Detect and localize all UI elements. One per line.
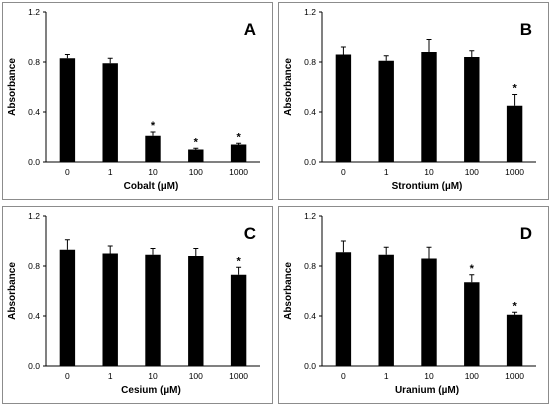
panel-letter: C <box>244 224 256 243</box>
x-axis-label: Cesium (µM) <box>121 385 181 396</box>
significance-marker: * <box>236 131 241 143</box>
x-axis-label: Cobalt (µM) <box>124 181 179 192</box>
panel-letter: A <box>244 20 256 39</box>
y-axis-label: Absorbance <box>283 58 294 116</box>
bar <box>230 144 247 162</box>
y-tick-label: 0.0 <box>304 361 316 371</box>
x-tick-label: 1 <box>384 167 389 177</box>
x-tick-label: 1000 <box>229 167 248 177</box>
y-tick-label: 0.8 <box>304 261 316 271</box>
y-axis-label: Absorbance <box>283 262 294 320</box>
x-tick-label: 100 <box>465 371 479 381</box>
bar <box>145 135 161 162</box>
bar <box>230 274 247 366</box>
bar <box>188 149 204 162</box>
bar <box>59 58 76 162</box>
x-axis-label: Uranium (µM) <box>395 385 459 396</box>
x-tick-label: 1 <box>108 371 113 381</box>
y-tick-label: 0.0 <box>304 157 316 167</box>
significance-marker: * <box>194 136 199 148</box>
x-axis-label: Strontium (µM) <box>392 181 463 192</box>
chart-panel-a: 0.0 0.4 0.8 1.2 0 1 * 10 * 100 * 1000 Cobalt (µM) Abs… <box>2 2 273 200</box>
chart-panel-c: 0.0 0.4 0.8 1.2 0 1 10 100 * 1000 Cesium (µM) Absor… <box>2 206 273 404</box>
panel-frame <box>278 206 549 404</box>
x-tick-label: 0 <box>341 371 346 381</box>
y-tick-label: 1.2 <box>28 7 40 17</box>
panel-frame <box>2 2 273 200</box>
x-tick-label: 100 <box>465 167 479 177</box>
bar <box>421 52 437 162</box>
y-axis-label: Absorbance <box>7 262 18 320</box>
bar <box>188 256 204 366</box>
bar <box>506 314 523 366</box>
x-tick-label: 100 <box>189 167 203 177</box>
x-tick-label: 1000 <box>505 371 524 381</box>
bar <box>59 249 76 366</box>
bar <box>102 63 118 162</box>
bar <box>464 282 480 366</box>
bar <box>506 105 523 162</box>
bar <box>335 252 352 366</box>
significance-marker: * <box>512 300 517 312</box>
x-tick-label: 10 <box>424 167 434 177</box>
significance-marker: * <box>470 263 475 275</box>
x-tick-label: 100 <box>189 371 203 381</box>
significance-marker: * <box>236 255 241 267</box>
bar <box>378 60 394 162</box>
y-tick-label: 0.8 <box>28 261 40 271</box>
x-tick-label: 0 <box>341 167 346 177</box>
chart-panel-b: 0.0 0.4 0.8 1.2 0 1 10 100 * 1000 Strontium (µM) Ab… <box>278 2 549 200</box>
panel-frame <box>2 206 273 404</box>
y-tick-label: 0.0 <box>28 361 40 371</box>
bar <box>145 254 161 366</box>
y-tick-label: 0.4 <box>304 311 316 321</box>
y-tick-label: 0.4 <box>28 107 40 117</box>
x-tick-label: 10 <box>424 371 434 381</box>
bar <box>378 254 394 366</box>
x-tick-label: 1 <box>108 167 113 177</box>
x-tick-label: 0 <box>65 371 70 381</box>
bar <box>335 54 352 162</box>
panel-letter: D <box>520 224 532 243</box>
y-axis-label: Absorbance <box>7 58 18 116</box>
panel-frame <box>278 2 549 200</box>
significance-marker: * <box>512 83 517 95</box>
x-tick-label: 10 <box>148 371 158 381</box>
y-tick-label: 1.2 <box>28 211 40 221</box>
chart-panel-d: 0.0 0.4 0.8 1.2 0 1 10 * 100 * 1000 Uranium (µM) Abs… <box>278 206 549 404</box>
y-tick-label: 0.0 <box>28 157 40 167</box>
panel-letter: B <box>520 20 532 39</box>
y-tick-label: 0.8 <box>304 57 316 67</box>
y-tick-label: 0.4 <box>304 107 316 117</box>
y-tick-label: 1.2 <box>304 7 316 17</box>
bar <box>464 57 480 162</box>
x-tick-label: 1 <box>384 371 389 381</box>
y-tick-label: 0.4 <box>28 311 40 321</box>
x-tick-label: 10 <box>148 167 158 177</box>
bar <box>421 258 437 366</box>
y-tick-label: 1.2 <box>304 211 316 221</box>
x-tick-label: 1000 <box>229 371 248 381</box>
significance-marker: * <box>151 120 156 132</box>
x-tick-label: 1000 <box>505 167 524 177</box>
y-tick-label: 0.8 <box>28 57 40 67</box>
bar <box>102 253 118 366</box>
x-tick-label: 0 <box>65 167 70 177</box>
